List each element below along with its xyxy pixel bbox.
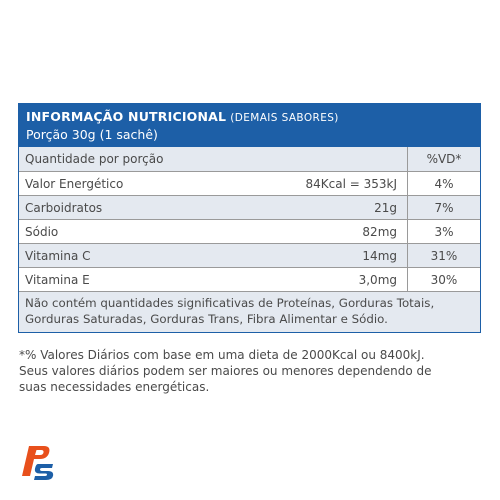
footer-line-1: Não contém quantidades significativas de…: [25, 296, 435, 310]
table-row: Sódio 82mg 3%: [19, 219, 480, 243]
nutrient-name: Vitamina C: [25, 248, 91, 263]
nutrition-table: INFORMAÇÃO NUTRICIONAL (DEMAIS SABORES) P…: [18, 103, 481, 333]
column-header-row: Quantidade por porção %VD*: [19, 147, 480, 171]
nutrient-name: Sódio: [25, 224, 59, 239]
nutrient-name: Vitamina E: [25, 272, 90, 287]
nutrient-quantity: 14mg: [362, 248, 397, 263]
nutrient-vd: 4%: [407, 172, 480, 195]
table-row: Vitamina C 14mg 31%: [19, 243, 480, 267]
table-footer-note: Não contém quantidades significativas de…: [19, 291, 480, 332]
nutrient-name: Carboidratos: [25, 200, 103, 215]
nutrient-vd: 30%: [407, 268, 480, 291]
note-line-2: Seus valores diários podem ser maiores o…: [19, 364, 432, 378]
table-row: Valor Energético 84Kcal = 353kJ 4%: [19, 171, 480, 195]
nutrient-quantity: 82mg: [362, 224, 397, 239]
table-row: Vitamina E 3,0mg 30%: [19, 267, 480, 291]
note-line-3: suas necessidades energéticas.: [19, 380, 210, 394]
column-header-quantity: Quantidade por porção: [25, 152, 164, 166]
nutrient-vd: 7%: [407, 196, 480, 219]
table-subtitle: (DEMAIS SABORES): [230, 112, 339, 124]
footer-line-2: Gorduras Saturadas, Gorduras Trans, Fibr…: [25, 312, 388, 326]
table-header: INFORMAÇÃO NUTRICIONAL (DEMAIS SABORES) P…: [19, 104, 480, 147]
nutrient-quantity: 21g: [374, 200, 397, 215]
rs-logo-icon: [18, 440, 58, 480]
daily-values-note: *% Valores Diários com base em uma dieta…: [19, 347, 484, 395]
table-body: Quantidade por porção %VD* Valor Energét…: [19, 147, 480, 291]
note-line-1: *% Valores Diários com base em uma dieta…: [19, 348, 425, 362]
portion-size: Porção 30g (1 sachê): [26, 127, 158, 142]
nutrient-quantity: 3,0mg: [358, 272, 397, 287]
nutrient-vd: 3%: [407, 220, 480, 243]
table-title: INFORMAÇÃO NUTRICIONAL: [26, 109, 227, 124]
nutrient-name: Valor Energético: [25, 176, 124, 191]
header-title-line: INFORMAÇÃO NUTRICIONAL (DEMAIS SABORES): [26, 109, 472, 126]
column-header-vd: %VD*: [407, 147, 480, 171]
nutrient-vd: 31%: [407, 244, 480, 267]
nutrient-quantity: 84Kcal = 353kJ: [305, 176, 398, 191]
table-row: Carboidratos 21g 7%: [19, 195, 480, 219]
